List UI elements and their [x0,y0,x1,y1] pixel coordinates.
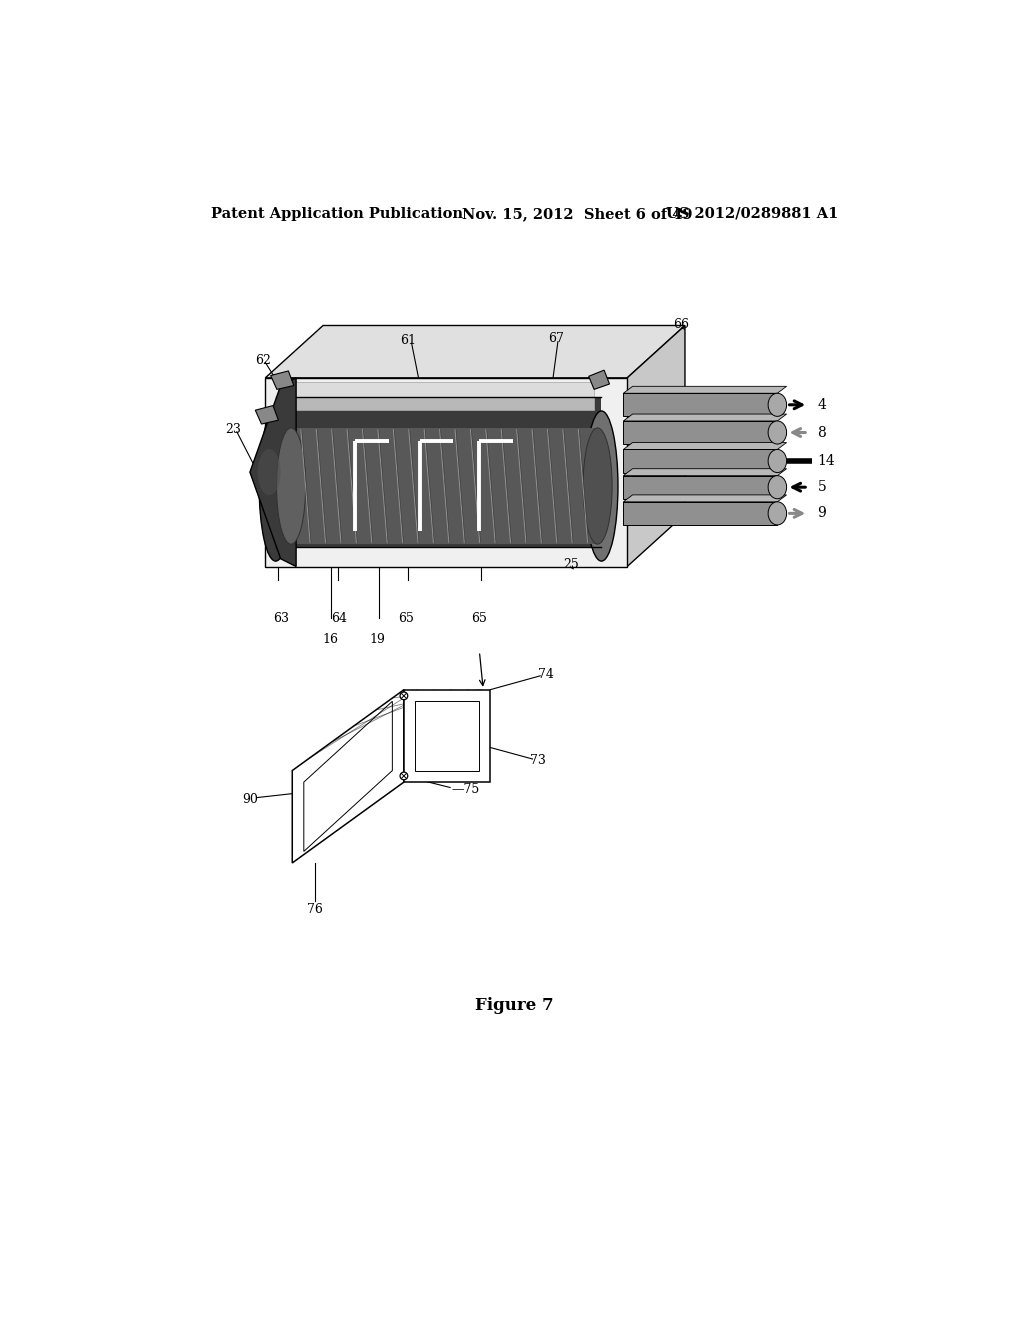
Polygon shape [624,469,786,475]
Ellipse shape [583,428,612,544]
Polygon shape [624,387,786,393]
Text: 66: 66 [673,318,689,331]
Polygon shape [275,397,601,548]
Text: 19: 19 [369,634,385,647]
Polygon shape [416,701,478,771]
Ellipse shape [768,475,786,499]
Ellipse shape [768,502,786,525]
Text: Patent Application Publication: Patent Application Publication [211,207,464,220]
Text: Figure 7: Figure 7 [475,997,553,1014]
Text: 61: 61 [399,334,416,347]
Polygon shape [624,449,777,473]
Ellipse shape [400,692,408,700]
Text: 9: 9 [817,507,826,520]
Polygon shape [589,370,609,389]
Ellipse shape [258,449,281,495]
Polygon shape [628,326,685,566]
Polygon shape [624,475,777,499]
Text: 64: 64 [331,611,347,624]
Text: 65: 65 [471,611,487,624]
Text: 25: 25 [563,557,579,570]
Text: 62: 62 [255,354,271,367]
Ellipse shape [259,411,292,561]
Ellipse shape [768,449,786,473]
Text: 63: 63 [272,611,289,624]
Text: Nov. 15, 2012  Sheet 6 of 49: Nov. 15, 2012 Sheet 6 of 49 [462,207,692,220]
Text: 23: 23 [225,422,241,436]
Polygon shape [304,701,392,851]
Polygon shape [255,405,279,424]
Polygon shape [624,393,777,416]
Text: 73: 73 [530,754,546,767]
Text: 76: 76 [307,903,324,916]
Text: 90: 90 [242,792,258,805]
Polygon shape [291,428,598,544]
Ellipse shape [400,772,408,780]
Text: 14: 14 [817,454,836,469]
Text: US 2012/0289881 A1: US 2012/0289881 A1 [666,207,838,220]
Text: 67: 67 [548,333,563,345]
Polygon shape [624,421,777,444]
Text: 74: 74 [538,668,554,681]
Polygon shape [270,371,294,389]
Text: 16: 16 [323,634,339,647]
Text: —75: —75 [452,783,480,796]
Polygon shape [624,502,777,525]
Ellipse shape [768,421,786,444]
Polygon shape [624,495,786,502]
Polygon shape [250,378,296,566]
Polygon shape [284,381,594,411]
Text: 65: 65 [398,611,414,624]
Text: 4: 4 [817,397,826,412]
Polygon shape [403,689,490,781]
Polygon shape [292,689,403,863]
Text: 5: 5 [817,480,826,494]
Ellipse shape [768,393,786,416]
Text: 8: 8 [817,425,826,440]
Ellipse shape [585,411,617,561]
Polygon shape [265,326,685,378]
Polygon shape [624,442,786,449]
Ellipse shape [276,428,305,544]
Polygon shape [624,414,786,421]
Polygon shape [265,378,628,566]
